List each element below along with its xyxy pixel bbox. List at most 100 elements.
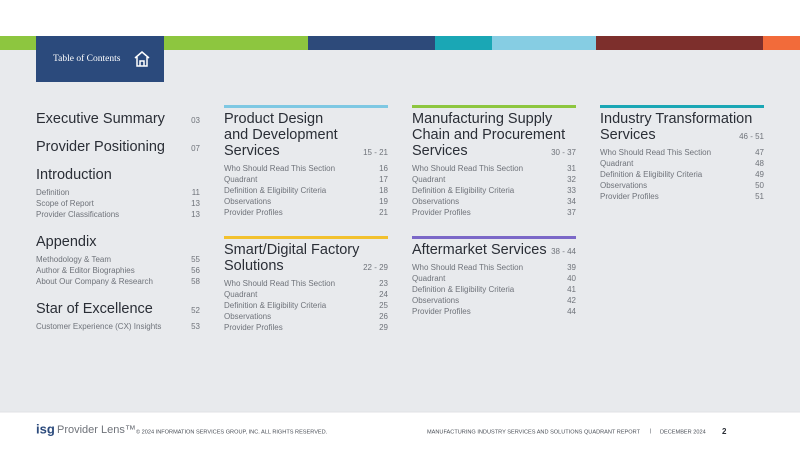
section-title[interactable]: Star of Excellence: [36, 301, 153, 317]
section-title[interactable]: Services: [224, 143, 280, 159]
home-icon[interactable]: [134, 51, 150, 67]
item-label[interactable]: Author & Editor Biographies: [36, 266, 135, 275]
item-page[interactable]: 55: [191, 255, 200, 264]
logo-product: Provider Lens™: [57, 424, 136, 436]
section-title[interactable]: Appendix: [36, 234, 97, 250]
section-page[interactable]: 52: [191, 306, 200, 315]
section-title[interactable]: Executive Summary: [36, 111, 166, 127]
section-title[interactable]: Smart/Digital Factory: [224, 242, 360, 258]
item-page[interactable]: 19: [379, 197, 388, 206]
item-label[interactable]: Quadrant: [600, 159, 634, 168]
item-label[interactable]: Observations: [412, 197, 459, 206]
section-page[interactable]: 03: [191, 116, 200, 125]
item-page[interactable]: 26: [379, 312, 388, 321]
separator: |: [650, 428, 651, 434]
section-title[interactable]: Industry Transformation: [600, 111, 752, 127]
section-title[interactable]: Manufacturing Supply: [412, 111, 553, 127]
item-label[interactable]: Definition & Eligibility Criteria: [412, 186, 515, 195]
item-page[interactable]: 47: [755, 148, 764, 157]
report-date: DECEMBER 2024: [660, 429, 706, 435]
section-title[interactable]: Provider Positioning: [36, 139, 165, 155]
item-page[interactable]: 34: [567, 197, 576, 206]
item-label[interactable]: Provider Profiles: [224, 323, 283, 332]
item-page[interactable]: 42: [567, 296, 576, 305]
item-label[interactable]: Observations: [224, 312, 271, 321]
item-page[interactable]: 18: [379, 186, 388, 195]
section-pages[interactable]: 22 - 29: [363, 263, 388, 272]
item-label[interactable]: Provider Profiles: [224, 208, 283, 217]
section-title[interactable]: and Development: [224, 127, 338, 143]
item-page[interactable]: 51: [755, 192, 764, 201]
item-page[interactable]: 49: [755, 170, 764, 179]
band-maroon: [596, 36, 763, 50]
section-title[interactable]: Services: [412, 143, 468, 159]
section-pages[interactable]: 38 - 44: [551, 247, 576, 256]
item-label[interactable]: Quadrant: [224, 290, 258, 299]
item-label[interactable]: Definition & Eligibility Criteria: [224, 301, 327, 310]
item-page[interactable]: 16: [379, 164, 388, 173]
section-pages[interactable]: 46 - 51: [739, 132, 764, 141]
item-page[interactable]: 39: [567, 263, 576, 272]
section-title[interactable]: Introduction: [36, 167, 112, 183]
item-label[interactable]: Definition & Eligibility Criteria: [224, 186, 327, 195]
item-label[interactable]: Provider Profiles: [412, 208, 471, 217]
item-page[interactable]: 58: [191, 277, 200, 286]
item-label[interactable]: Who Should Read This Section: [412, 164, 523, 173]
item-label[interactable]: Observations: [412, 296, 459, 305]
section-pages[interactable]: 30 - 37: [551, 148, 576, 157]
item-page[interactable]: 31: [567, 164, 576, 173]
item-page[interactable]: 50: [755, 181, 764, 190]
toc-tab[interactable]: [36, 36, 164, 82]
section-page[interactable]: 07: [191, 144, 200, 153]
item-label[interactable]: Observations: [600, 181, 647, 190]
section-bar: [412, 236, 576, 239]
item-label[interactable]: Who Should Read This Section: [600, 148, 711, 157]
item-label[interactable]: Scope of Report: [36, 199, 95, 208]
item-label[interactable]: Who Should Read This Section: [224, 279, 335, 288]
item-page[interactable]: 56: [191, 266, 200, 275]
item-page[interactable]: 25: [379, 301, 388, 310]
item-label[interactable]: Definition & Eligibility Criteria: [600, 170, 703, 179]
section-pages[interactable]: 15 - 21: [363, 148, 388, 157]
item-page[interactable]: 13: [191, 199, 200, 208]
item-label[interactable]: Observations: [224, 197, 271, 206]
item-label[interactable]: Who Should Read This Section: [412, 263, 523, 272]
item-label[interactable]: Provider Profiles: [412, 307, 471, 316]
content-area: [0, 50, 800, 412]
copyright: © 2024 INFORMATION SERVICES GROUP, INC. …: [136, 428, 328, 435]
item-page[interactable]: 32: [567, 175, 576, 184]
item-page[interactable]: 17: [379, 175, 388, 184]
item-page[interactable]: 21: [379, 208, 388, 217]
section-bar: [224, 236, 388, 239]
section-title[interactable]: Product Design: [224, 111, 323, 127]
section-title[interactable]: Solutions: [224, 258, 284, 274]
item-page[interactable]: 44: [567, 307, 576, 316]
item-label[interactable]: Customer Experience (CX) Insights: [36, 322, 161, 331]
band-light-blue: [492, 36, 596, 50]
item-label[interactable]: Provider Classifications: [36, 210, 119, 219]
item-label[interactable]: Quadrant: [412, 274, 446, 283]
item-page[interactable]: 13: [191, 210, 200, 219]
band-orange: [763, 36, 800, 50]
item-label[interactable]: Quadrant: [412, 175, 446, 184]
item-page[interactable]: 40: [567, 274, 576, 283]
item-label[interactable]: About Our Company & Research: [36, 277, 153, 286]
item-label[interactable]: Who Should Read This Section: [224, 164, 335, 173]
section-title[interactable]: Services: [600, 127, 656, 143]
section-title[interactable]: Chain and Procurement: [412, 127, 565, 143]
item-page[interactable]: 29: [379, 323, 388, 332]
item-page[interactable]: 53: [191, 322, 200, 331]
item-label[interactable]: Definition: [36, 188, 69, 197]
item-label[interactable]: Definition & Eligibility Criteria: [412, 285, 515, 294]
section-title[interactable]: Aftermarket Services: [412, 242, 547, 258]
item-page[interactable]: 23: [379, 279, 388, 288]
item-page[interactable]: 33: [567, 186, 576, 195]
item-page[interactable]: 11: [192, 188, 201, 197]
item-page[interactable]: 37: [567, 208, 576, 217]
item-label[interactable]: Quadrant: [224, 175, 258, 184]
item-page[interactable]: 41: [567, 285, 576, 294]
item-label[interactable]: Methodology & Team: [36, 255, 111, 264]
item-page[interactable]: 48: [755, 159, 764, 168]
item-label[interactable]: Provider Profiles: [600, 192, 659, 201]
item-page[interactable]: 24: [379, 290, 388, 299]
